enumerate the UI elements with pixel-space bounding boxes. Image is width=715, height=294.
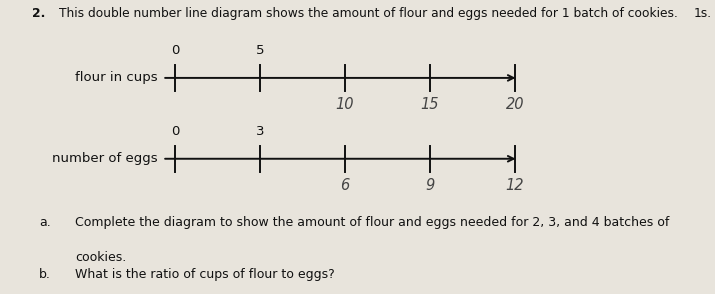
Text: 0: 0 <box>171 125 179 138</box>
Text: cookies.: cookies. <box>75 251 127 264</box>
Text: 0: 0 <box>171 44 179 57</box>
Text: 15: 15 <box>420 97 439 112</box>
Text: b.: b. <box>39 268 51 280</box>
Text: 5: 5 <box>256 44 265 57</box>
Text: flour in cups: flour in cups <box>74 71 157 84</box>
Text: 6: 6 <box>340 178 350 193</box>
Text: 20: 20 <box>506 97 524 112</box>
Text: 2.: 2. <box>32 7 46 20</box>
Text: 12: 12 <box>506 178 524 193</box>
Text: What is the ratio of cups of flour to eggs?: What is the ratio of cups of flour to eg… <box>75 268 335 280</box>
Text: 9: 9 <box>425 178 435 193</box>
Text: 10: 10 <box>336 97 354 112</box>
Text: a.: a. <box>39 216 51 229</box>
Text: 1s.: 1s. <box>694 7 711 20</box>
Text: number of eggs: number of eggs <box>51 152 157 165</box>
Text: Complete the diagram to show the amount of flour and eggs needed for 2, 3, and 4: Complete the diagram to show the amount … <box>75 216 669 229</box>
Text: This double number line diagram shows the amount of flour and eggs needed for 1 : This double number line diagram shows th… <box>59 7 679 20</box>
Text: 3: 3 <box>256 125 265 138</box>
